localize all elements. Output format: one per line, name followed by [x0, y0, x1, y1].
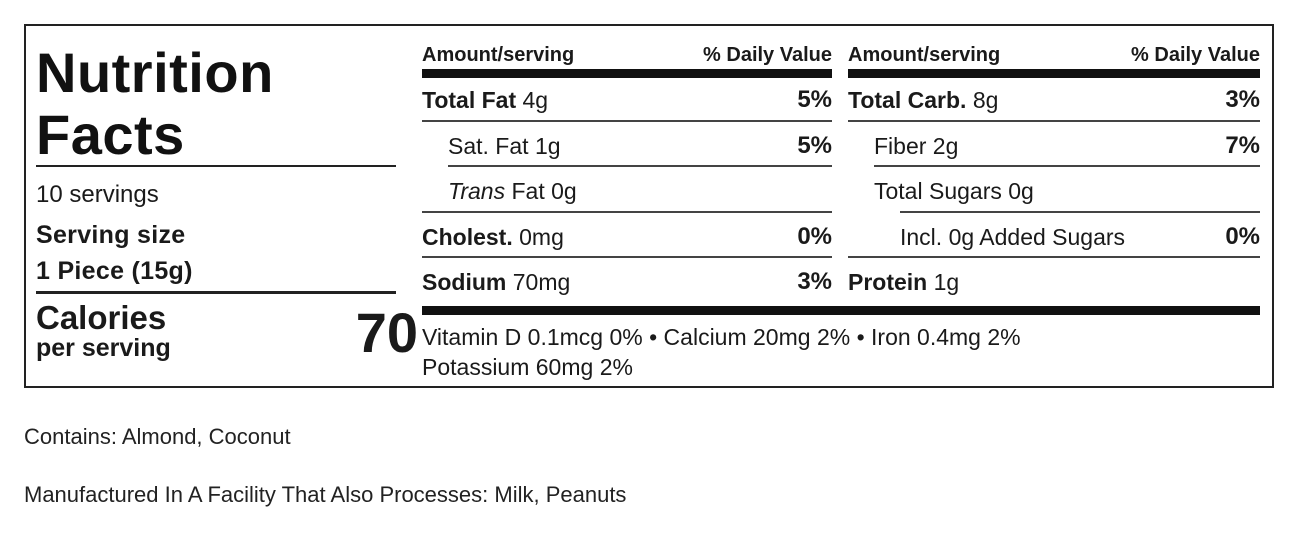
nutrient-row-sodium: Sodium 70mg 3%	[422, 268, 832, 295]
row-divider	[900, 211, 1260, 213]
allergen-contains: Contains: Almond, Coconut	[24, 424, 291, 449]
calories-value: 70	[355, 301, 418, 364]
amount-header: Amount/serving	[848, 44, 1001, 66]
servings-count: 10 servings	[36, 181, 159, 208]
vitamins-line-1: Vitamin D 0.1mcg 0% • Calcium 20mg 2% • …	[422, 324, 1021, 350]
nutrient-table-right: Amount/serving % Daily Value Total Carb.…	[848, 26, 1260, 386]
row-divider	[848, 120, 1260, 122]
calories-label: Calories	[36, 299, 167, 336]
row-divider	[422, 120, 832, 122]
nutrient-row-total-carb: Total Carb. 8g 3%	[848, 86, 1260, 113]
vitamins-rule	[422, 306, 1260, 315]
nutrient-row-cholesterol: Cholest. 0mg 0%	[422, 223, 832, 250]
amount-header: Amount/serving	[422, 44, 575, 66]
daily-value-header: % Daily Value	[1131, 44, 1260, 66]
serving-size-value: 1 Piece (15g)	[36, 257, 193, 285]
nutrient-table-left: Amount/serving % Daily Value Total Fat 4…	[422, 26, 832, 386]
serving-size: Serving size 1 Piece (15g)	[36, 217, 193, 289]
calories-sublabel: per serving	[36, 334, 171, 362]
nutrient-row-sat-fat: Sat. Fat 1g 5%	[448, 132, 832, 159]
table-header: Amount/serving % Daily Value	[848, 44, 1260, 66]
label-title: Nutrition Facts	[36, 41, 274, 166]
facility-statement: Manufactured In A Facility That Also Pro…	[24, 482, 627, 507]
serving-size-label: Serving size	[36, 221, 186, 249]
row-divider	[448, 165, 832, 167]
table-header: Amount/serving % Daily Value	[422, 44, 832, 66]
nutrient-row-trans-fat: Trans Fat 0g	[448, 178, 577, 204]
left-panel: Nutrition Facts 10 servings Serving size …	[36, 26, 420, 386]
nutrient-row-total-fat: Total Fat 4g 5%	[422, 86, 832, 113]
vitamins-minerals: Vitamin D 0.1mcg 0% • Calcium 20mg 2% • …	[422, 322, 1260, 382]
serving-rule	[36, 291, 396, 294]
row-divider	[874, 165, 1260, 167]
row-divider	[422, 211, 832, 213]
title-rule	[36, 165, 396, 167]
nutrient-row-total-sugars: Total Sugars 0g	[874, 178, 1034, 204]
header-rule	[848, 69, 1260, 78]
nutrient-row-added-sugars: Incl. 0g Added Sugars 0%	[900, 223, 1260, 250]
vitamins-line-2: Potassium 60mg 2%	[422, 354, 633, 380]
nutrient-row-protein: Protein 1g	[848, 269, 960, 295]
nutrition-facts-label: Nutrition Facts 10 servings Serving size …	[24, 24, 1274, 388]
header-rule	[422, 69, 832, 78]
daily-value-header: % Daily Value	[703, 44, 832, 66]
nutrient-row-fiber: Fiber 2g 7%	[874, 132, 1260, 159]
row-divider	[422, 256, 832, 258]
row-divider	[848, 256, 1260, 258]
